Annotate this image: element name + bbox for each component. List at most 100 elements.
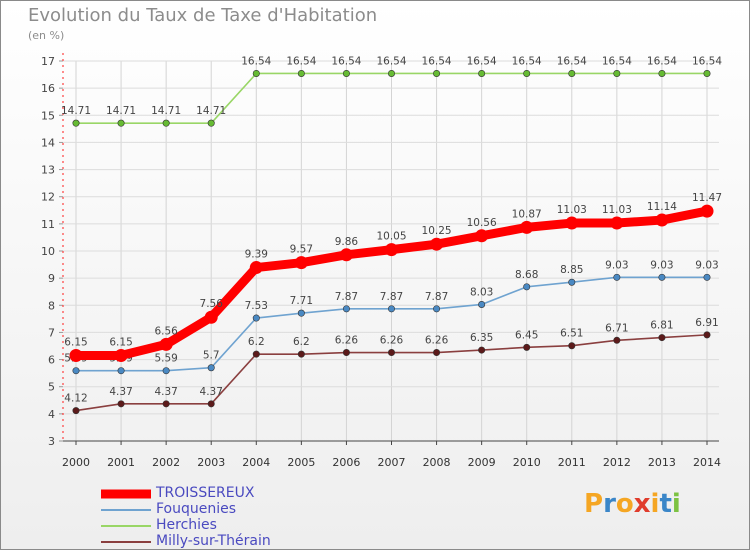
data-point (385, 243, 398, 257)
x-tick-label: 2000 (62, 456, 90, 469)
data-label: 6.71 (605, 322, 628, 334)
x-tick-label: 2007 (378, 456, 406, 469)
data-point (114, 349, 128, 362)
x-tick-label: 2012 (603, 456, 631, 469)
data-label: 16.54 (602, 55, 632, 67)
data-point (568, 69, 576, 77)
data-label: 10.87 (512, 208, 542, 220)
data-label: 10.25 (422, 225, 452, 237)
data-point (159, 337, 173, 351)
data-point (297, 69, 305, 77)
data-label: 9.03 (650, 259, 673, 271)
data-point (69, 349, 83, 362)
data-label: 16.54 (692, 55, 722, 67)
x-tick-label: 2006 (332, 456, 360, 469)
logo-letter: i (650, 489, 660, 519)
data-label: 7.53 (245, 300, 268, 312)
data-point (565, 216, 579, 230)
data-point (252, 350, 260, 358)
data-point (207, 119, 215, 127)
data-label: 8.85 (560, 264, 583, 276)
data-point (204, 310, 218, 324)
data-point (568, 342, 576, 350)
x-tick-label: 2009 (468, 456, 496, 469)
y-tick-label: 12 (41, 191, 55, 204)
data-point (72, 119, 80, 127)
data-label: 9.03 (695, 259, 718, 271)
data-label: 16.54 (512, 55, 542, 67)
y-tick-label: 7 (48, 326, 55, 339)
data-label: 11.03 (557, 204, 587, 216)
logo-letter: x (633, 489, 651, 519)
y-tick-label: 14 (41, 136, 55, 149)
data-point (478, 300, 486, 308)
y-tick-label: 10 (41, 245, 55, 258)
data-point (342, 305, 350, 313)
data-point (117, 400, 125, 408)
data-label: 14.71 (61, 105, 91, 117)
data-label: 16.54 (557, 55, 587, 67)
data-label: 7.56 (200, 298, 224, 310)
legend-label: TROISSEREUX (156, 485, 255, 501)
chart-subtitle: (en %) (28, 29, 65, 42)
data-label: 16.54 (467, 55, 497, 67)
data-point (655, 213, 669, 227)
data-label: 6.51 (560, 328, 583, 340)
data-point (568, 278, 576, 286)
data-label: 9.03 (605, 259, 628, 271)
data-point (658, 334, 666, 342)
x-tick-label: 2001 (107, 456, 135, 469)
y-tick-label: 9 (48, 272, 55, 285)
data-point (117, 367, 125, 375)
data-point (297, 309, 305, 317)
logo-letter: i (671, 489, 681, 519)
x-tick-label: 2013 (648, 456, 676, 469)
data-point (475, 229, 489, 243)
x-tick-label: 2011 (558, 456, 586, 469)
y-tick-label: 17 (41, 55, 55, 68)
data-label: 6.15 (64, 337, 87, 349)
y-tick-label: 5 (48, 381, 55, 394)
y-tick-label: 13 (41, 164, 55, 177)
data-point (703, 331, 711, 339)
legend-label: Fouquenies (156, 501, 237, 517)
data-label: 16.54 (331, 55, 361, 67)
legend-label: Milly-sur-Thérain (156, 533, 271, 549)
data-label: 8.68 (515, 269, 538, 281)
data-point (703, 273, 711, 281)
logo-letter: t (659, 489, 672, 519)
legend-label: Herchies (156, 517, 217, 533)
data-label: 8.03 (470, 286, 493, 298)
data-label: 7.71 (290, 295, 313, 307)
data-point (478, 346, 486, 354)
data-label: 16.54 (241, 55, 271, 67)
data-point (523, 69, 531, 77)
data-point (387, 69, 395, 77)
data-point (387, 305, 395, 313)
x-tick-label: 2010 (513, 456, 541, 469)
data-label: 14.71 (106, 105, 136, 117)
data-label: 6.35 (470, 332, 493, 344)
proxiti-logo: Proxiti (584, 489, 681, 519)
y-tick-label: 4 (48, 408, 55, 421)
data-point (252, 314, 260, 322)
y-tick-label: 15 (41, 109, 55, 122)
data-label: 7.87 (335, 291, 358, 303)
data-point (72, 367, 80, 375)
data-label: 4.12 (64, 393, 87, 405)
data-point (658, 273, 666, 281)
data-point (252, 69, 260, 77)
data-point (207, 400, 215, 408)
logo-letter: o (615, 489, 634, 519)
data-point (339, 248, 353, 262)
data-label: 6.91 (695, 317, 718, 329)
data-point (523, 283, 531, 291)
data-point (162, 400, 170, 408)
data-label: 11.47 (692, 192, 722, 204)
data-point (297, 350, 305, 358)
logo-letter: r (603, 489, 616, 519)
data-point (72, 407, 80, 415)
x-tick-label: 2014 (693, 456, 721, 469)
data-label: 14.71 (151, 105, 181, 117)
data-point (523, 343, 531, 351)
